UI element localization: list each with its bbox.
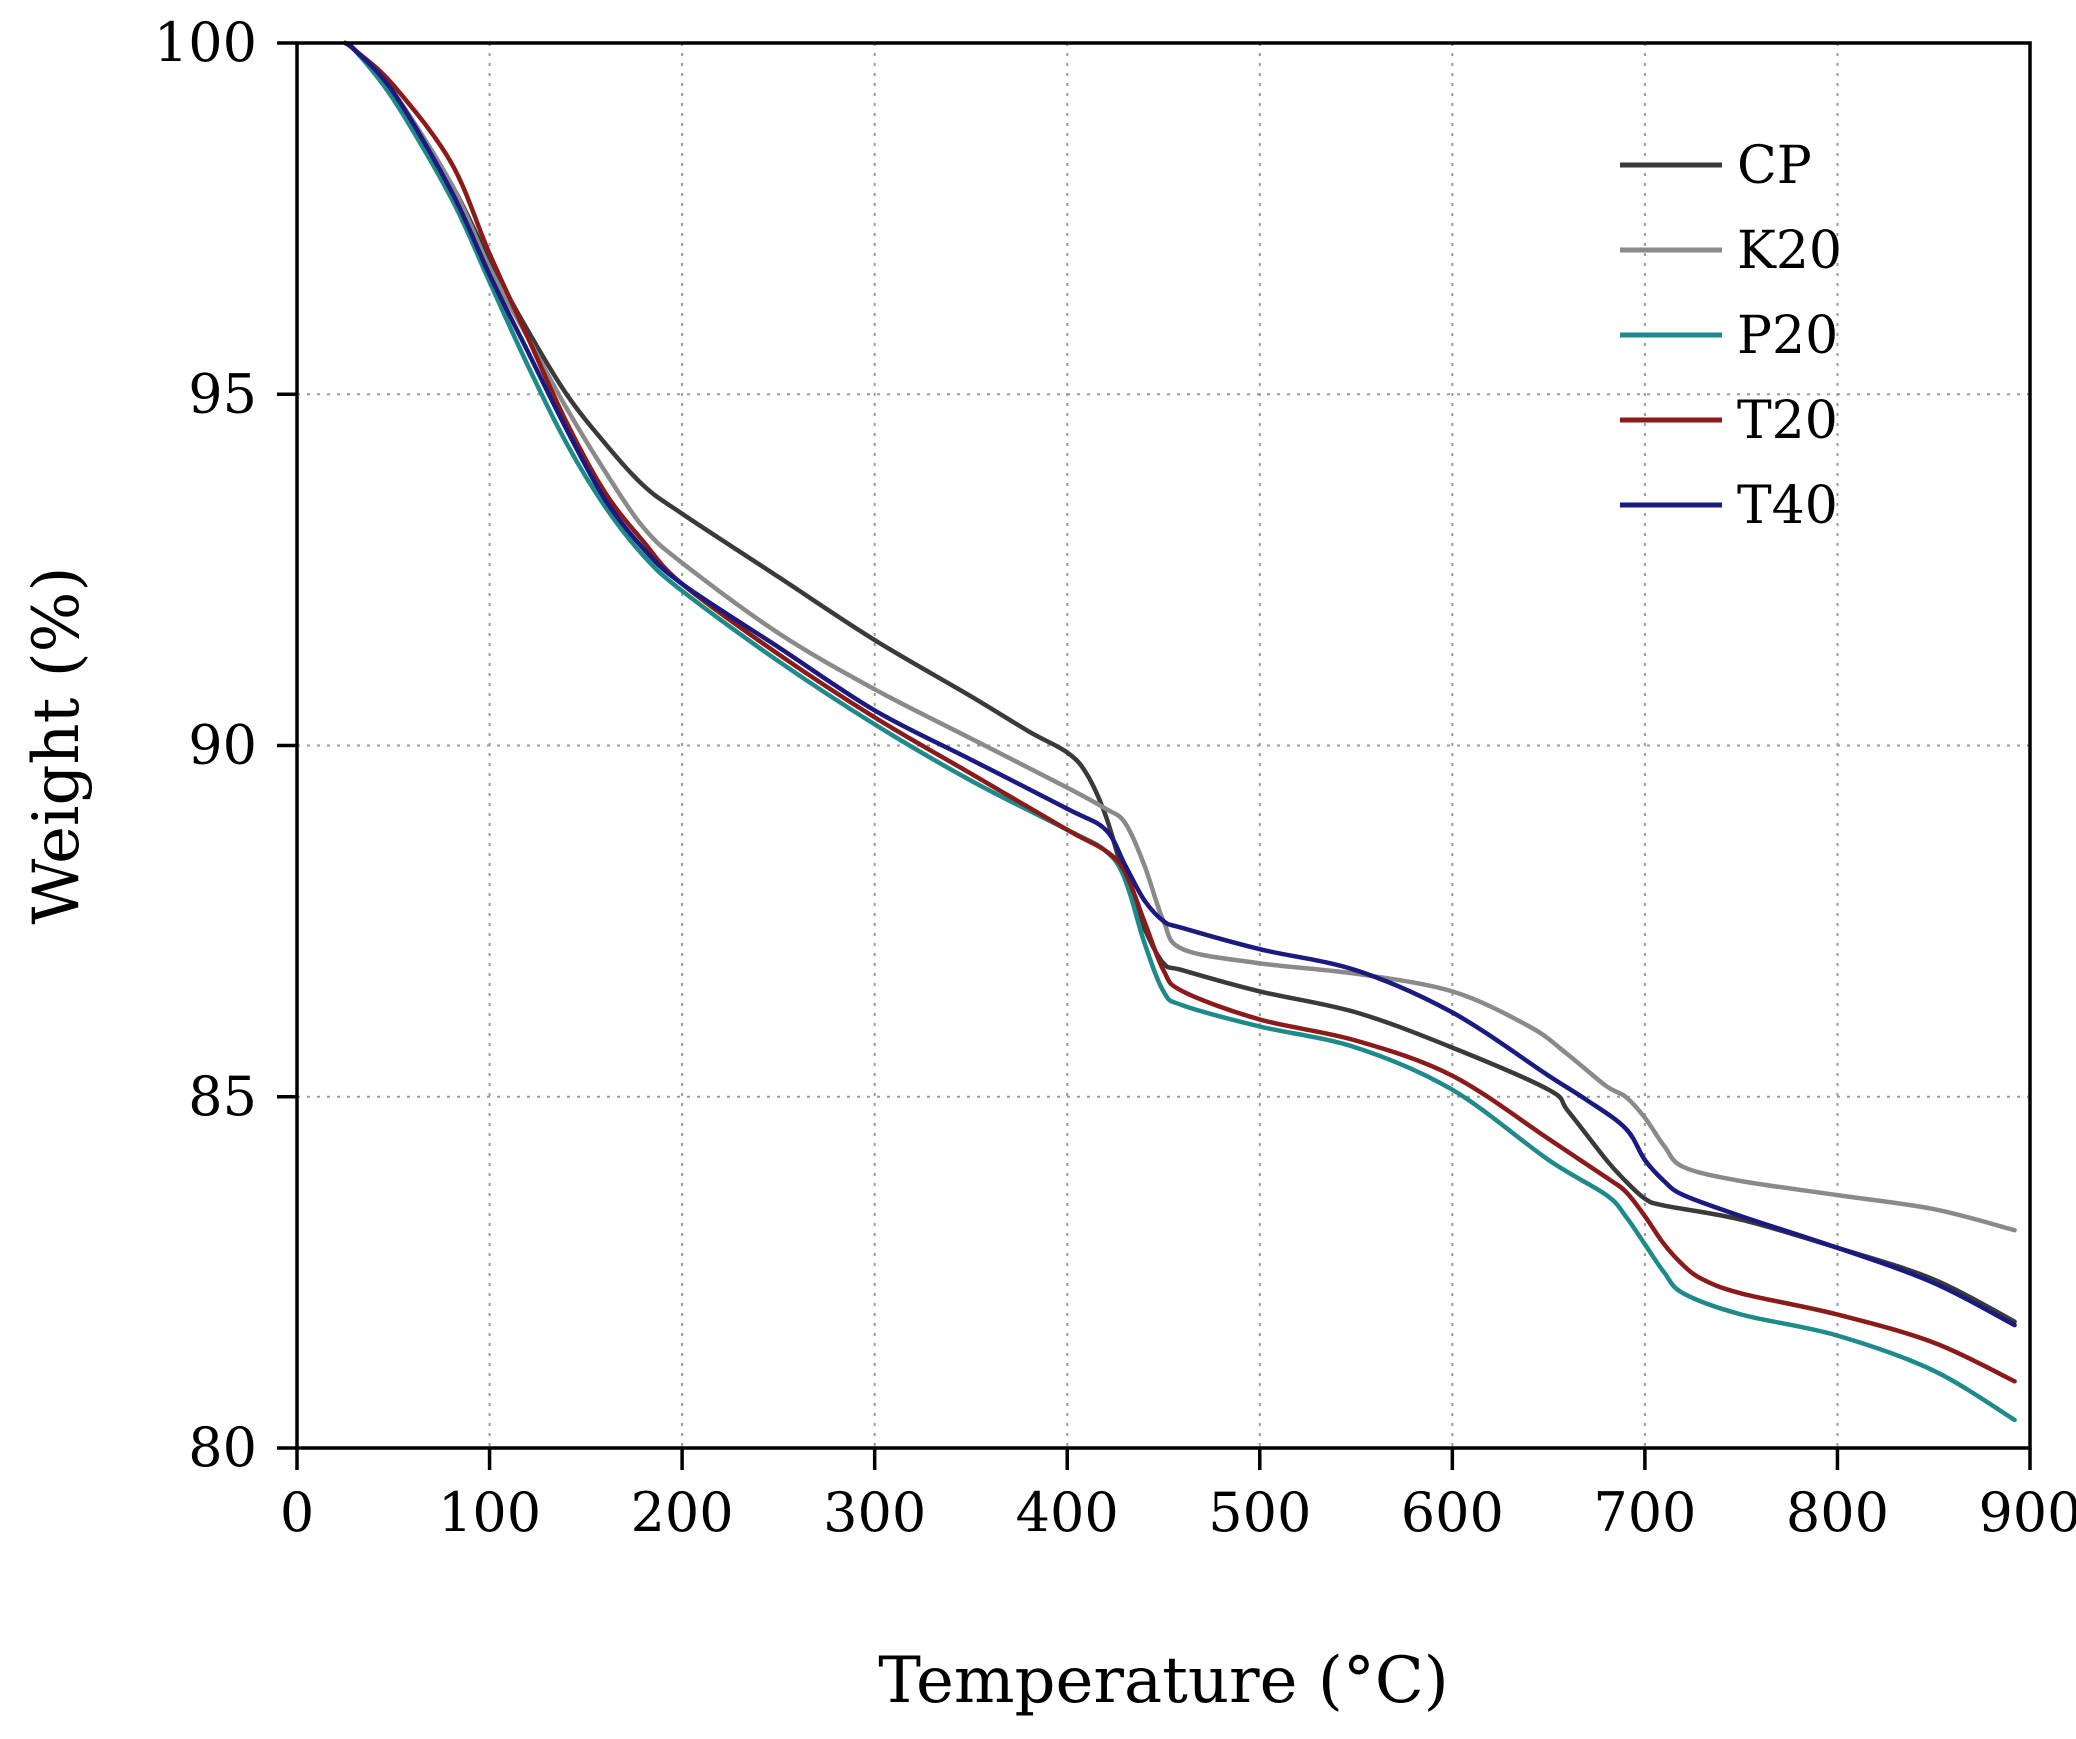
- x-tick-label: 500: [1208, 1481, 1311, 1544]
- y-tick-label: 100: [154, 11, 257, 74]
- y-tick-label: 90: [188, 714, 257, 777]
- x-tick-label: 100: [438, 1481, 541, 1544]
- x-tick-labels: 0 100 200 300 400 500 600 700 800 900: [280, 1481, 2076, 1544]
- legend-label-k20: K20: [1737, 221, 1842, 281]
- x-tick-label: 800: [1786, 1481, 1889, 1544]
- x-tick-label: 0: [280, 1481, 314, 1544]
- series-line-t40: [342, 40, 2017, 1328]
- series-line-p20: [342, 40, 2017, 1423]
- legend: CP K20 P20 T20 T40: [1620, 136, 1842, 536]
- legend-label-cp: CP: [1737, 136, 1812, 196]
- axis-ticks: [277, 41, 2032, 1470]
- y-tick-label: 85: [188, 1065, 257, 1128]
- y-tick-label: 95: [188, 362, 257, 425]
- plot-series: [342, 40, 2017, 1423]
- x-tick-label: 200: [631, 1481, 734, 1544]
- legend-label-t20: T20: [1737, 391, 1838, 451]
- legend-label-p20: P20: [1737, 306, 1838, 366]
- legend-label-t40: T40: [1737, 476, 1838, 536]
- y-tick-labels: 80 85 90 95 100: [154, 11, 257, 1479]
- x-tick-label: 600: [1401, 1481, 1504, 1544]
- x-tick-label: 700: [1593, 1481, 1696, 1544]
- x-axis-title: Temperature (°C): [878, 1644, 1449, 1718]
- y-axis-title: Weight (%): [20, 567, 94, 925]
- x-tick-label: 900: [1978, 1481, 2076, 1544]
- series-line-t20: [342, 40, 2017, 1384]
- y-tick-label: 80: [188, 1416, 257, 1479]
- x-tick-label: 300: [823, 1481, 926, 1544]
- x-tick-label: 400: [1016, 1481, 1119, 1544]
